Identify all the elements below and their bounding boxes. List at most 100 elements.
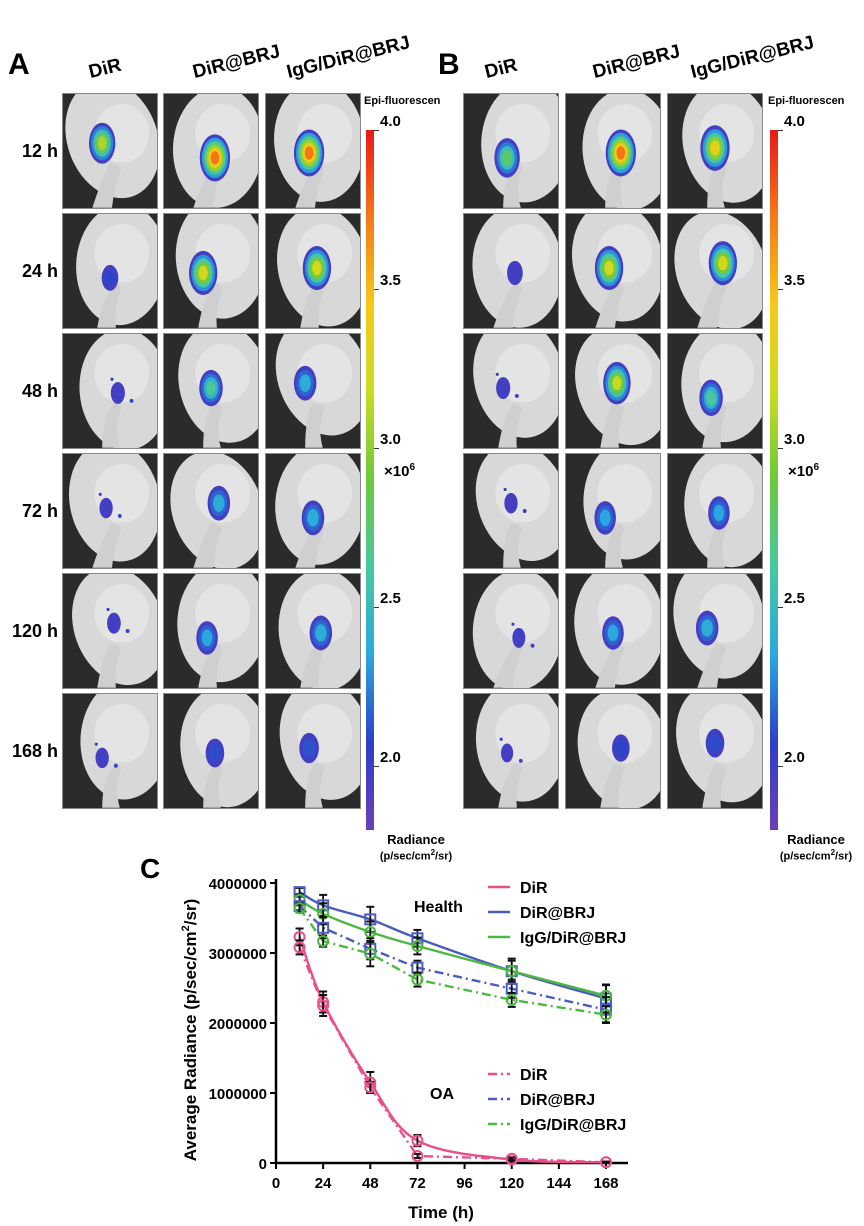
colorbar-tick-mark [778, 766, 783, 768]
colorbar-tick-label: 2.0 [380, 749, 401, 767]
unit-line1: Radiance [787, 832, 845, 847]
panel-b-fluorescence-image [565, 693, 661, 809]
multiplier-text: ×10 [788, 463, 814, 480]
multiplier-text: ×10 [384, 463, 410, 480]
panel-a-fluorescence-image [163, 573, 259, 689]
data-point-square [317, 921, 330, 934]
colorbar-tick-label: 3.0 [784, 431, 805, 449]
panel-b-fluorescence-image [565, 93, 661, 209]
legend-group-label: Health [414, 899, 463, 916]
panel-a-row-label: 12 h [21, 141, 58, 161]
chart-series [293, 886, 612, 1169]
panel-b-fluorescence-image [463, 573, 559, 689]
panel-a-fluorescence-image [163, 93, 259, 209]
series-line [298, 905, 607, 1011]
panel-a-fluorescence-image [163, 213, 259, 329]
panel-b-letter: B [438, 48, 460, 81]
x-tick-label: 144 [546, 1175, 572, 1192]
x-tick-label: 72 [409, 1175, 426, 1192]
data-point-circle [317, 999, 330, 1012]
y-tick-label: 4000000 [209, 876, 267, 893]
colorbar-tick-label: 2.0 [784, 749, 805, 767]
data-point-circle [364, 1081, 377, 1094]
data-point-circle [505, 1152, 518, 1165]
colorbar-a-multiplier: ×106 [384, 462, 415, 480]
panel-b-fluorescence-image [565, 333, 661, 449]
series-health-igg-dir-brj [293, 893, 612, 1008]
data-point-circle [364, 947, 377, 960]
panel-b-fluorescence-image [667, 573, 763, 689]
panel-a-fluorescence-image [62, 453, 158, 569]
panel-a-fluorescence-image [265, 693, 361, 809]
colorbar-tick-mark [778, 289, 783, 291]
panel-a-fluorescence-image [62, 213, 158, 329]
series-oa-dir [293, 939, 612, 1169]
colorbar-tick-label: 2.5 [380, 590, 401, 608]
panel-a-fluorescence-image [265, 573, 361, 689]
chart-legend: Health DiR DiR@BRJ IgG/DiR@BRJ OA DiR DiR@BRJ I… [414, 880, 626, 1134]
data-point-circle [411, 1150, 424, 1162]
colorbar-tick-mark [374, 448, 379, 450]
multiplier-exponent: 6 [409, 462, 416, 473]
colorbar-tick-mark [778, 607, 783, 609]
y-tick-label: 2000000 [209, 1016, 267, 1033]
panel-b-fluorescence-image [463, 213, 559, 329]
panel-b-column-header: DiR@BRJ [590, 41, 683, 84]
panel-b-fluorescence-image [667, 333, 763, 449]
panel-a-fluorescence-image [265, 93, 361, 209]
colorbar-tick-mark [778, 448, 783, 450]
colorbar-b-multiplier: ×106 [788, 462, 819, 480]
panel-b-fluorescence-image [463, 333, 559, 449]
x-tick-label: 96 [456, 1175, 473, 1192]
y-axis-label: Average Radiance (p/sec/cm2/sr) [180, 899, 200, 1162]
x-tick-label: 168 [593, 1175, 618, 1192]
colorbar-a [366, 130, 374, 830]
colorbar-b-title: Epi-fluorescen [768, 95, 845, 107]
panel-b-fluorescence-image [463, 453, 559, 569]
panel-a-fluorescence-image [163, 453, 259, 569]
panel-a-fluorescence-image [62, 693, 158, 809]
panel-a-fluorescence-image [62, 93, 158, 209]
panel-b-fluorescence-image [565, 453, 661, 569]
panel-a-fluorescence-image [163, 693, 259, 809]
legend-entry-label: IgG/DiR@BRJ [520, 930, 626, 947]
x-tick-label: 120 [499, 1175, 524, 1192]
legend-entry-label: DiR@BRJ [520, 905, 595, 922]
data-point-circle [293, 902, 306, 915]
data-point-circle [411, 973, 424, 986]
panel-b-fluorescence-image [565, 213, 661, 329]
data-point-circle [505, 993, 518, 1006]
panel-a-row-label: 120 h [11, 621, 58, 641]
panel-a-fluorescence-image [163, 333, 259, 449]
colorbar-a-unit: Radiance (p/sec/cm2/sr) [368, 832, 464, 863]
unit-line2: (p/sec/cm2/sr) [779, 847, 853, 863]
panel-c-letter: C [140, 853, 160, 884]
legend-entry-label: DiR [520, 1067, 548, 1084]
panel-a-fluorescence-image [62, 333, 158, 449]
y-tick-label: 0 [259, 1156, 267, 1173]
panel-b-fluorescence-image [667, 93, 763, 209]
panel-b-fluorescence-image [565, 573, 661, 689]
data-point-circle [505, 965, 518, 978]
data-point-circle [411, 1134, 424, 1147]
panel-a-letter: A [8, 48, 30, 81]
panel-a-row-label: 168 h [11, 741, 58, 761]
panel-a-fluorescence-image [62, 573, 158, 689]
colorbar-tick-mark [374, 766, 379, 768]
x-tick-label: 0 [272, 1175, 280, 1192]
colorbar-tick-label: 3.5 [784, 272, 805, 290]
data-point-circle [600, 1156, 612, 1169]
panel-a-column-header: DiR@BRJ [190, 41, 283, 84]
panel-a-fluorescence-image [265, 213, 361, 329]
panel-a-fluorescence-image [265, 333, 361, 449]
panel-a-column-header: IgG/DiR@BRJ [284, 32, 413, 84]
legend-entry-label: DiR [520, 880, 548, 897]
colorbar-tick-label: 4.0 [380, 113, 401, 130]
panel-b-fluorescence-image [667, 693, 763, 809]
data-point-circle [600, 1008, 612, 1021]
legend-group-label: OA [430, 1086, 454, 1103]
colorbar-b-unit: Radiance (p/sec/cm2/sr) [768, 832, 864, 863]
panel-b-fluorescence-image [667, 213, 763, 329]
colorbar-tick-mark [374, 607, 379, 609]
colorbar-tick-mark [374, 130, 379, 131]
